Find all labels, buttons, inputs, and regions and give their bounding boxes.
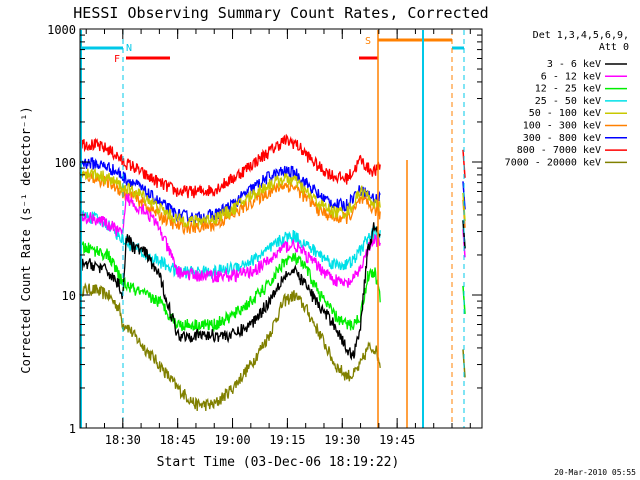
series-line-1 (79, 193, 381, 288)
series-line-8 (79, 282, 381, 412)
annotation-f: F (114, 54, 120, 65)
series-line-3 (79, 210, 381, 280)
series-lines (79, 133, 466, 412)
x-axis-label: Start Time (03-Dec-06 18:19:22) (157, 455, 400, 470)
y-tick-label: 10 (62, 289, 76, 303)
series-line-7 (79, 133, 381, 199)
legend-label: 12 - 25 keV (535, 84, 601, 95)
legend-label: 800 - 7000 keV (517, 145, 601, 156)
legend-label: 100 - 300 keV (523, 121, 601, 132)
series-tail-4 (462, 192, 466, 222)
series-line-4 (79, 167, 381, 228)
x-tick-label: 19:00 (214, 433, 250, 447)
series-line-0 (79, 222, 381, 361)
legend-label: 7000 - 20000 keV (505, 157, 601, 168)
footer-timestamp: 20-Mar-2010 05:55 (554, 468, 636, 477)
x-tick-label: 18:45 (160, 433, 196, 447)
x-tick-label: 19:15 (269, 433, 305, 447)
plot-frame (79, 28, 483, 429)
y-tick-label: 1000 (47, 23, 76, 37)
legend-label: 6 - 12 keV (541, 71, 601, 82)
series-line-2 (79, 241, 381, 334)
y-tick-label: 100 (54, 156, 76, 170)
legend-label: 50 - 100 keV (529, 108, 601, 119)
x-tick-label: 19:30 (324, 433, 360, 447)
axes: 1 10 100 1000 18:30 18:45 19:00 19:15 19:30 19:45 (47, 23, 482, 447)
series-tail-0 (462, 220, 466, 249)
y-tick-label: 1 (69, 422, 76, 436)
legend-header: Att 0 (599, 42, 629, 53)
y-axis-label: Corrected Count Rate (s⁻¹ detector⁻¹) (19, 106, 33, 373)
legend-label: 25 - 50 keV (535, 96, 601, 107)
annotation-s: S (365, 36, 371, 47)
x-tick-label: 19:45 (379, 433, 415, 447)
chart-title: HESSI Observing Summary Count Rates, Cor… (73, 4, 488, 22)
legend-header: Det 1,3,4,5,6,9, (533, 30, 629, 41)
event-markers: NF S (80, 30, 465, 428)
annotation-n: N (126, 43, 132, 54)
series-tail-7 (462, 149, 466, 178)
x-tick-label: 18:30 (105, 433, 141, 447)
series-tail-2 (462, 285, 466, 315)
legend-label: 3 - 6 keV (547, 59, 601, 70)
legend-label: 300 - 800 keV (523, 133, 601, 144)
